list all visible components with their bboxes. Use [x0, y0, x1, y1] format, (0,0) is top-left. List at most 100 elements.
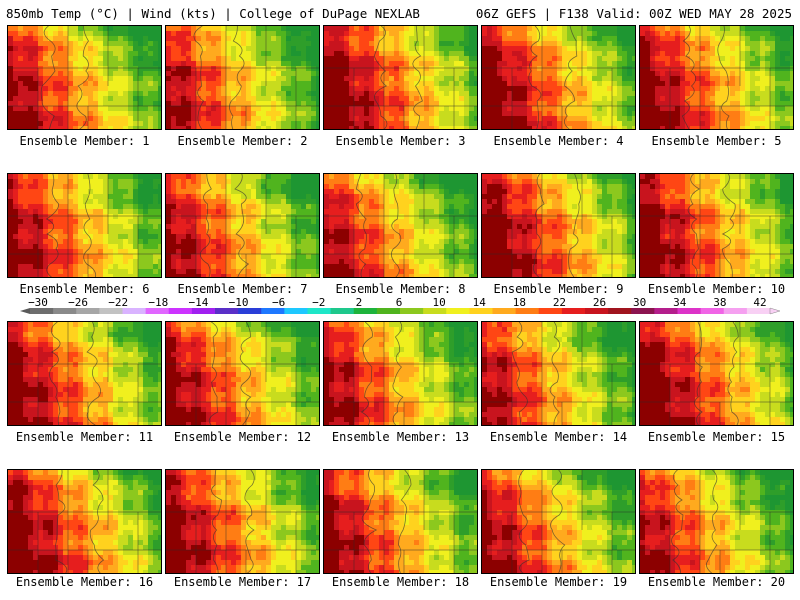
isotherm-contour — [208, 322, 219, 425]
temperature-field-map — [482, 322, 635, 425]
colorbar-tick-label: −18 — [148, 296, 168, 309]
ensemble-member-label: Ensemble Member: 16 — [15, 575, 154, 589]
ensemble-member-label: Ensemble Member: 11 — [15, 430, 154, 444]
colorbar-segment — [561, 308, 586, 314]
isotherm-contour — [193, 26, 205, 129]
ensemble-map-panel — [165, 173, 320, 278]
ensemble-member-label: Ensemble Member: 14 — [489, 430, 628, 444]
ensemble-map-panel — [7, 25, 162, 130]
colorbar-tick-label: −10 — [229, 296, 249, 309]
colorbar-segment — [238, 308, 262, 314]
isotherm-contour — [244, 470, 255, 573]
ensemble-map-panel — [7, 173, 162, 278]
temperature-field-map — [8, 470, 161, 573]
colorbar-segment — [631, 308, 655, 314]
temperature-field-map — [640, 470, 793, 573]
ensemble-map-panel — [323, 321, 478, 426]
colorbar-segment — [261, 308, 285, 314]
temperature-field-map — [166, 470, 319, 573]
isotherm-contour — [390, 174, 402, 277]
isotherm-contour — [360, 322, 373, 425]
temperature-field-map — [8, 26, 161, 129]
colorbar-tick-label: −6 — [272, 296, 285, 309]
temperature-field-map — [166, 26, 319, 129]
colorbar-tick-label: 6 — [396, 296, 403, 309]
temperature-field-map — [640, 174, 793, 277]
ensemble-map-panel — [165, 25, 320, 130]
colorbar-segment — [492, 308, 517, 314]
temperature-field-map — [166, 174, 319, 277]
ensemble-map-panel — [165, 321, 320, 426]
isotherm-contour — [361, 470, 378, 573]
colorbar-segment — [515, 308, 540, 314]
ensemble-map-panel — [639, 25, 794, 130]
temperature-field-map — [324, 322, 477, 425]
ensemble-map-panel — [7, 469, 162, 574]
ensemble-member-label: Ensemble Member: 5 — [651, 134, 782, 148]
isotherm-contour — [55, 470, 68, 573]
isotherm-contour — [706, 470, 719, 573]
ensemble-map-panel — [323, 25, 478, 130]
colorbar-segment — [122, 308, 147, 314]
colorbar-tick-label: 42 — [753, 296, 766, 309]
ensemble-member-label: Ensemble Member: 19 — [489, 575, 628, 589]
isotherm-contour — [89, 470, 105, 573]
temperature-field-map — [640, 322, 793, 425]
colorbar-segment — [700, 308, 725, 314]
colorbar-segment — [30, 308, 54, 314]
isotherm-contour — [239, 322, 252, 425]
colorbar-segment — [608, 308, 632, 314]
colorbar-tick-label: 22 — [553, 296, 566, 309]
isotherm-contour — [392, 322, 404, 425]
colorbar-tick-label: −2 — [312, 296, 325, 309]
isotherm-contour — [373, 26, 388, 129]
colorbar-segment — [677, 308, 702, 314]
ensemble-map-panel — [481, 469, 636, 574]
temperature-colorbar: −30 −26 −22 −18 −14 −10 −6 −2 2 6 10 14 18 22 26 30 34 38… — [20, 296, 781, 315]
colorbar-tick-label: 18 — [513, 296, 526, 309]
isotherm-contour — [568, 174, 581, 277]
isotherm-contour — [687, 174, 701, 277]
isotherm-contour — [83, 174, 97, 277]
colorbar-tick-label: −14 — [189, 296, 209, 309]
isotherm-contour — [532, 174, 545, 277]
colorbar-segment — [469, 308, 493, 314]
ensemble-member-label: Ensemble Member: 20 — [647, 575, 786, 589]
temperature-field-map — [8, 174, 161, 277]
colorbar-tick-label: −26 — [68, 296, 88, 309]
isotherm-contour — [355, 174, 367, 277]
ensemble-map-panel — [323, 173, 478, 278]
colorbar-segment — [746, 308, 771, 314]
colorbar-segment — [76, 308, 100, 314]
temperature-field-map — [482, 26, 635, 129]
colorbar-segment — [723, 308, 748, 314]
ensemble-map-panel — [323, 469, 478, 574]
ensemble-map-panel — [7, 321, 162, 426]
ensemble-member-label: Ensemble Member: 4 — [493, 134, 624, 148]
isotherm-contour — [49, 322, 61, 425]
isotherm-contour — [681, 26, 697, 129]
isotherm-contour — [229, 26, 245, 129]
ensemble-member-label: Ensemble Member: 9 — [493, 282, 624, 296]
ensemble-map-panel — [481, 25, 636, 130]
colorbar-right-arrow — [769, 307, 781, 315]
colorbar-segment — [145, 308, 170, 314]
colorbar-tick-label: 2 — [356, 296, 363, 309]
temperature-field-map — [482, 174, 635, 277]
temperature-field-map — [8, 322, 161, 425]
colorbar-tick-label: 14 — [473, 296, 487, 309]
colorbar-segment — [215, 308, 239, 314]
ensemble-member-label: Ensemble Member: 15 — [647, 430, 786, 444]
colorbar-left-arrow — [20, 308, 30, 314]
colorbar-segment — [330, 308, 355, 314]
isotherm-contour — [563, 26, 578, 129]
isotherm-contour — [518, 470, 530, 573]
temperature-field-map — [324, 174, 477, 277]
temperature-field-map — [166, 322, 319, 425]
colorbar-segment — [191, 308, 216, 314]
colorbar-tick-label: −30 — [28, 296, 48, 309]
isotherm-contour — [398, 470, 412, 573]
isotherm-contour — [694, 322, 703, 425]
isotherm-contour — [511, 322, 528, 425]
colorbar-segment — [376, 308, 401, 314]
